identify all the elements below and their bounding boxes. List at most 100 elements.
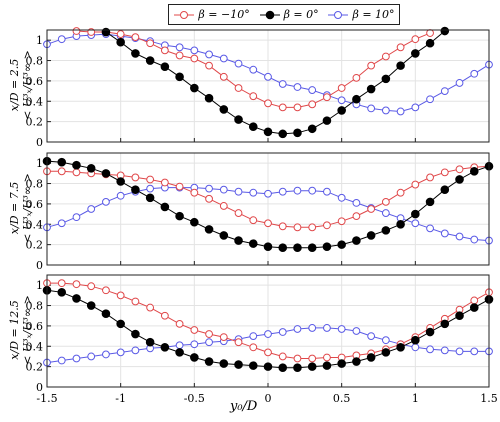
data-point xyxy=(190,353,199,362)
data-point xyxy=(102,197,110,206)
data-point xyxy=(440,185,450,194)
data-point xyxy=(205,184,213,193)
data-point xyxy=(190,326,199,334)
data-point xyxy=(411,209,420,219)
series-3 xyxy=(43,324,493,367)
data-point xyxy=(146,303,155,312)
data-point xyxy=(278,352,287,361)
data-point xyxy=(470,69,479,78)
data-point xyxy=(86,301,96,310)
data-point xyxy=(440,87,449,95)
series-2 xyxy=(42,156,494,252)
data-point xyxy=(470,235,479,244)
panel-3-ylabel: x/D = 12.5 < U³ₓ/U³∞ > xyxy=(8,270,34,390)
data-point xyxy=(264,72,272,81)
y-tick-label: 0.8 xyxy=(26,178,44,191)
data-point xyxy=(160,202,170,212)
data-point xyxy=(411,35,420,44)
data-point xyxy=(293,83,302,91)
data-point xyxy=(411,343,420,352)
data-point xyxy=(293,186,302,195)
data-point xyxy=(102,286,110,295)
data-point xyxy=(352,94,361,104)
data-point xyxy=(455,347,464,356)
data-point xyxy=(116,348,125,357)
panel-3-ylabel-top: x/D = 12.5 xyxy=(8,300,21,360)
y-tick-label: 0.4 xyxy=(26,95,44,108)
data-point xyxy=(381,74,391,84)
data-point xyxy=(263,127,273,137)
data-point xyxy=(411,49,420,58)
data-point xyxy=(219,185,228,194)
y-tick-label: 0.2 xyxy=(26,116,44,129)
data-point xyxy=(293,103,302,112)
y-tick-label: 1 xyxy=(36,157,43,170)
data-point xyxy=(367,104,376,113)
data-point xyxy=(381,336,390,345)
data-point xyxy=(219,231,229,240)
data-point xyxy=(72,213,81,222)
data-point xyxy=(352,236,361,245)
data-point xyxy=(307,362,317,371)
data-point xyxy=(411,335,420,345)
panel-1-ylabel-bottom: < U³ₓ/U³∞ > xyxy=(21,50,34,120)
data-point xyxy=(366,231,376,240)
data-point xyxy=(381,106,390,115)
data-point xyxy=(175,182,184,191)
data-point xyxy=(234,236,243,245)
series-3 xyxy=(43,30,493,116)
data-point xyxy=(248,361,258,370)
data-point xyxy=(278,328,287,336)
x-tick-label: 1 xyxy=(412,392,419,405)
data-point xyxy=(308,354,317,363)
data-point xyxy=(264,99,272,108)
data-point xyxy=(219,54,228,63)
data-point xyxy=(131,173,140,182)
data-point xyxy=(72,294,81,303)
data-point xyxy=(234,115,243,124)
data-point xyxy=(219,202,228,210)
data-point xyxy=(381,226,391,235)
data-point xyxy=(396,107,405,116)
data-point xyxy=(425,327,435,337)
data-point xyxy=(411,180,420,189)
data-point xyxy=(426,224,434,233)
data-point xyxy=(219,359,229,368)
data-point xyxy=(131,346,140,355)
data-point xyxy=(337,240,346,249)
data-point xyxy=(146,39,155,48)
data-point xyxy=(116,191,125,200)
data-point xyxy=(337,325,346,333)
data-point xyxy=(322,242,332,251)
x-tick-label: -0.5 xyxy=(184,392,205,405)
data-point xyxy=(323,353,331,362)
data-point xyxy=(72,354,81,363)
data-point xyxy=(293,223,302,232)
y-tick-label: 0.4 xyxy=(26,218,44,231)
data-point xyxy=(131,185,140,194)
data-point xyxy=(234,59,243,68)
data-point xyxy=(190,188,199,197)
data-point xyxy=(293,243,302,252)
data-point xyxy=(204,225,214,234)
data-point xyxy=(249,92,258,101)
data-point xyxy=(293,325,302,333)
data-point xyxy=(160,311,169,320)
data-point xyxy=(352,73,361,82)
data-point xyxy=(264,348,272,357)
data-point xyxy=(86,163,96,173)
data-point xyxy=(131,329,140,339)
data-point xyxy=(264,189,272,198)
data-point xyxy=(116,30,125,38)
data-point xyxy=(278,243,288,252)
data-point xyxy=(190,83,199,93)
x-tick-label: 0.5 xyxy=(333,392,351,405)
data-point xyxy=(411,103,420,112)
data-point xyxy=(396,43,405,52)
axes-frame xyxy=(46,152,490,266)
data-point xyxy=(116,319,125,329)
data-point xyxy=(323,324,331,332)
data-point xyxy=(101,169,111,178)
panel-3: 0 0.2 0.4 0.6 0.8 1 -1.5 -1 -0.5 0 0.5 1 1.5 xyxy=(26,274,498,405)
data-point xyxy=(190,46,199,55)
